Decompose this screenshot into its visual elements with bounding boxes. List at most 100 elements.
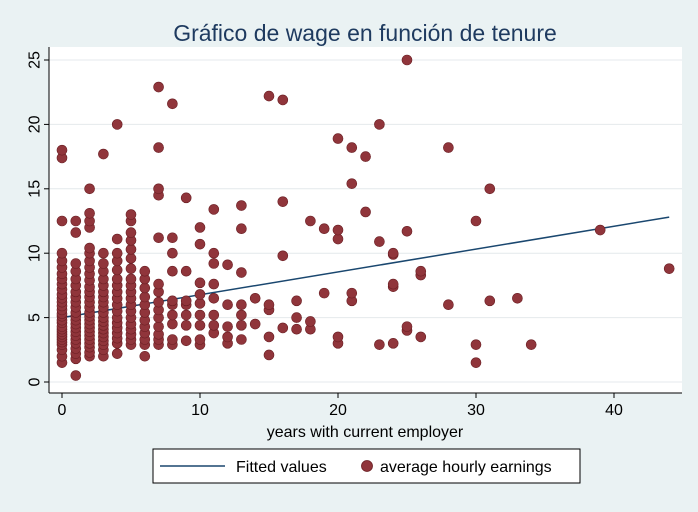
data-point: [291, 312, 302, 323]
data-point: [125, 273, 137, 285]
data-point: [470, 339, 482, 350]
data-point: [153, 296, 164, 308]
data-point: [70, 370, 82, 381]
data-point: [70, 258, 82, 269]
data-point: [180, 320, 192, 331]
data-point: [111, 264, 123, 276]
data-point: [194, 298, 206, 309]
data-point: [263, 349, 275, 361]
data-point: [194, 277, 206, 289]
data-point: [415, 265, 427, 277]
data-point: [84, 183, 95, 195]
data-point: [222, 259, 233, 271]
data-point: [387, 247, 399, 259]
legend-label-fitted: Fitted values: [236, 459, 327, 476]
y-tick-label: 5: [27, 313, 44, 322]
data-point: [222, 299, 233, 311]
data-point: [153, 321, 164, 332]
x-tick-label: 10: [191, 402, 209, 419]
data-point: [484, 295, 496, 307]
data-point: [208, 309, 220, 321]
data-point: [332, 233, 344, 245]
data-point: [236, 267, 247, 278]
data-point: [167, 232, 178, 244]
data-point: [194, 289, 206, 300]
data-point: [111, 233, 123, 245]
data-point: [125, 263, 137, 274]
data-point: [125, 227, 137, 238]
y-tick-label: 15: [27, 180, 44, 198]
data-point: [98, 258, 109, 269]
data-point: [111, 348, 123, 359]
data-point: [222, 321, 233, 332]
data-point: [111, 247, 123, 259]
axes: 0 5 10 15 20 25 0 10 20 30 40: [27, 47, 682, 419]
data-point: [525, 339, 537, 350]
data-point: [443, 299, 454, 311]
data-point: [125, 253, 137, 264]
data-point: [180, 265, 192, 277]
data-point: [84, 242, 95, 254]
data-point: [277, 94, 289, 106]
x-axis-label: years with current employer: [267, 424, 464, 441]
data-point: [84, 207, 95, 219]
data-point: [153, 232, 164, 244]
data-point: [167, 309, 178, 321]
scatter-points: [56, 54, 675, 381]
data-point: [153, 183, 164, 195]
data-point: [374, 339, 385, 350]
data-point: [291, 323, 302, 335]
data-point: [236, 299, 247, 311]
data-point: [277, 322, 289, 334]
legend-marker-swatch: [361, 460, 373, 472]
data-point: [167, 98, 178, 110]
data-point: [153, 278, 164, 290]
data-point: [236, 223, 247, 235]
chart-title: Gráfico de wage en función de tenure: [173, 20, 557, 46]
data-point: [167, 247, 178, 259]
data-point: [318, 287, 330, 299]
data-point: [98, 148, 109, 160]
data-point: [263, 90, 275, 102]
x-tick-label: 40: [605, 402, 623, 419]
data-point: [111, 273, 123, 285]
data-point: [512, 292, 523, 304]
data-point: [263, 299, 275, 311]
data-point: [236, 334, 247, 345]
data-point: [236, 200, 247, 211]
data-point: [208, 292, 220, 304]
data-point: [167, 295, 178, 307]
data-point: [56, 247, 68, 259]
data-point: [401, 321, 413, 332]
data-point: [125, 244, 137, 255]
data-point: [167, 265, 178, 277]
data-point: [208, 204, 220, 215]
data-point: [56, 215, 68, 227]
data-point: [346, 142, 358, 153]
y-tick-label: 10: [27, 244, 44, 262]
data-point: [277, 250, 289, 262]
y-tick-label: 0: [27, 377, 44, 386]
data-point: [139, 282, 151, 294]
data-point: [360, 151, 371, 162]
data-point: [387, 278, 399, 290]
data-point: [332, 331, 344, 343]
data-point: [249, 292, 261, 304]
data-point: [139, 291, 151, 303]
data-point: [291, 295, 302, 307]
legend-label-earnings: average hourly earnings: [380, 459, 552, 476]
data-point: [332, 133, 344, 144]
data-point: [208, 278, 220, 290]
data-point: [180, 309, 192, 321]
x-tick-label: 30: [467, 402, 485, 419]
y-tick-label: 20: [27, 115, 44, 133]
data-point: [415, 331, 427, 343]
data-point: [222, 331, 233, 343]
data-point: [194, 334, 206, 345]
data-point: [208, 247, 220, 259]
data-point: [374, 236, 385, 247]
data-point: [180, 295, 192, 307]
data-point: [56, 144, 68, 156]
